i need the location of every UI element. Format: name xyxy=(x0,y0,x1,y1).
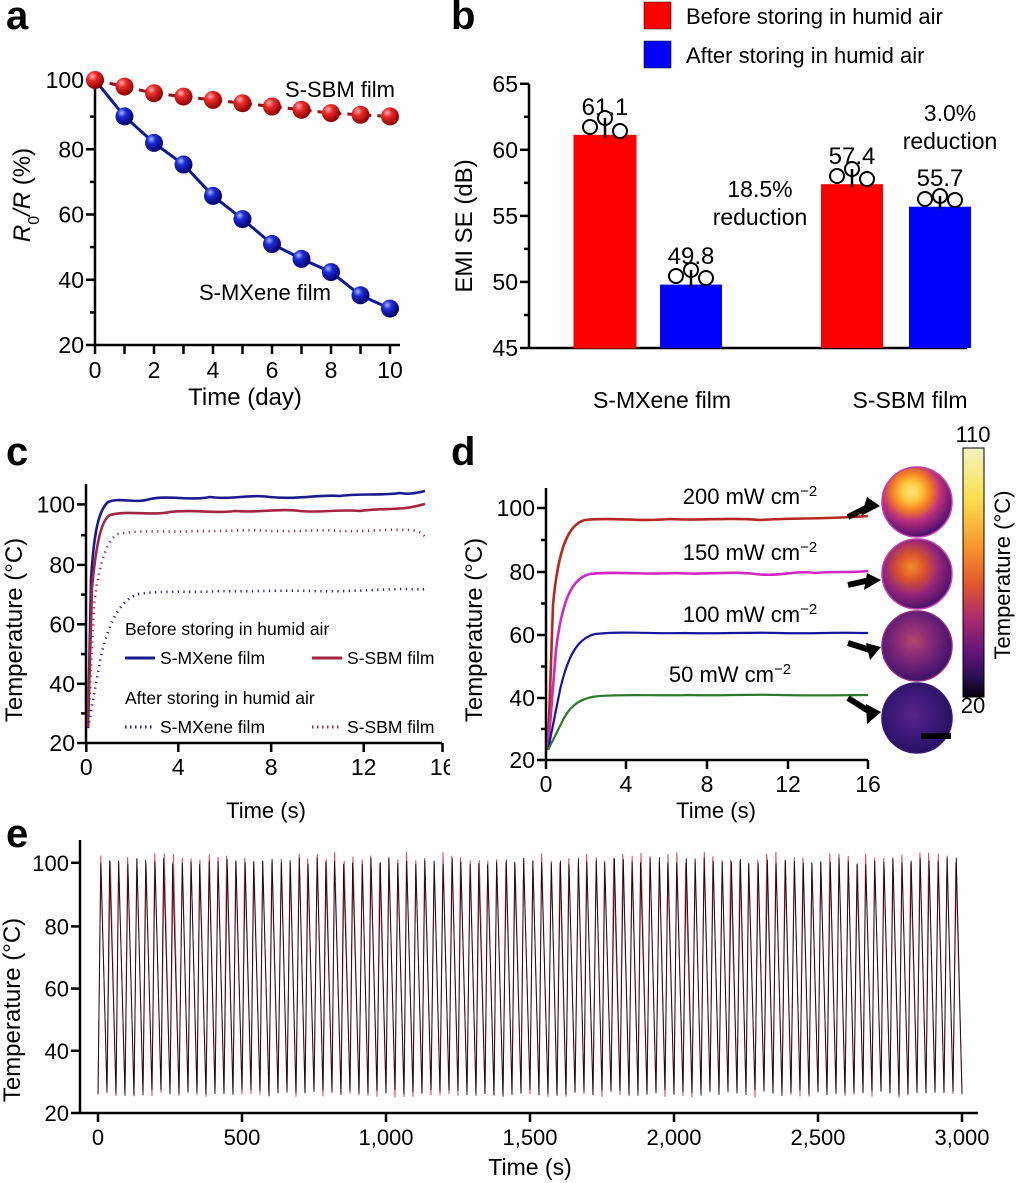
svg-text:20: 20 xyxy=(58,332,84,358)
svg-text:12: 12 xyxy=(775,771,801,797)
svg-text:Before storing in humid air: Before storing in humid air xyxy=(125,619,329,639)
svg-text:4: 4 xyxy=(620,771,633,797)
svg-text:55.7: 55.7 xyxy=(917,165,964,192)
svg-text:18.5%: 18.5% xyxy=(727,176,792,202)
svg-text:reduction: reduction xyxy=(713,204,808,230)
svg-text:1,000: 1,000 xyxy=(358,1125,413,1150)
svg-text:150 mW cm−2: 150 mW cm−2 xyxy=(683,539,817,566)
svg-text:Temperature (°C): Temperature (°C) xyxy=(461,538,488,722)
svg-text:100: 100 xyxy=(46,67,84,93)
svg-text:40: 40 xyxy=(45,1039,69,1064)
svg-text:reduction: reduction xyxy=(903,128,998,154)
svg-text:45: 45 xyxy=(492,335,518,361)
svg-text:0: 0 xyxy=(92,1125,104,1150)
svg-text:2,000: 2,000 xyxy=(646,1125,701,1150)
svg-text:3,000: 3,000 xyxy=(934,1125,989,1150)
svg-text:60: 60 xyxy=(45,977,69,1002)
svg-text:50 mW cm−2: 50 mW cm−2 xyxy=(669,661,791,688)
svg-text:50: 50 xyxy=(492,269,518,295)
svg-text:40: 40 xyxy=(49,671,75,697)
svg-text:16: 16 xyxy=(855,771,881,797)
svg-text:S-SBM film: S-SBM film xyxy=(853,387,968,413)
svg-text:Time (s): Time (s) xyxy=(226,800,306,823)
svg-text:20: 20 xyxy=(961,693,985,718)
svg-text:2: 2 xyxy=(148,357,161,383)
svg-text:20: 20 xyxy=(509,747,535,773)
svg-text:55: 55 xyxy=(492,203,518,229)
svg-text:60: 60 xyxy=(509,622,535,648)
svg-text:100: 100 xyxy=(497,495,535,521)
svg-text:1,500: 1,500 xyxy=(502,1125,557,1150)
svg-text:8: 8 xyxy=(325,357,338,383)
svg-text:Time (s): Time (s) xyxy=(488,1154,571,1180)
svg-text:500: 500 xyxy=(224,1125,261,1150)
svg-text:16: 16 xyxy=(430,754,450,780)
svg-text:Temperature (°C): Temperature (°C) xyxy=(0,918,26,1102)
svg-text:80: 80 xyxy=(45,914,69,939)
svg-text:40: 40 xyxy=(58,267,84,293)
svg-text:0: 0 xyxy=(540,771,553,797)
svg-text:S-MXene film: S-MXene film xyxy=(199,280,331,305)
svg-text:4: 4 xyxy=(172,754,185,780)
svg-text:S-SBM film: S-SBM film xyxy=(347,648,435,668)
svg-text:Before storing in humid air: Before storing in humid air xyxy=(686,4,943,29)
svg-text:2,500: 2,500 xyxy=(790,1125,845,1150)
svg-text:12: 12 xyxy=(351,754,377,780)
svg-text:Time (s): Time (s) xyxy=(676,800,756,823)
svg-text:65: 65 xyxy=(492,71,518,97)
svg-text:4: 4 xyxy=(207,357,220,383)
svg-text:40: 40 xyxy=(509,685,535,711)
svg-text:After storing in humid air: After storing in humid air xyxy=(125,688,315,708)
svg-text:S-SBM film: S-SBM film xyxy=(347,717,435,737)
svg-text:S-MXene film: S-MXene film xyxy=(160,648,265,668)
svg-text:100: 100 xyxy=(32,851,69,876)
svg-text:6: 6 xyxy=(266,357,279,383)
svg-text:100 mW cm−2: 100 mW cm−2 xyxy=(683,601,817,628)
svg-text:S-MXene film: S-MXene film xyxy=(160,717,265,737)
svg-text:80: 80 xyxy=(49,552,75,578)
svg-text:20: 20 xyxy=(45,1101,69,1126)
svg-text:R0/R (%): R0/R (%) xyxy=(9,148,43,242)
svg-text:20: 20 xyxy=(49,730,75,756)
svg-text:10: 10 xyxy=(377,357,403,383)
svg-text:S-MXene film: S-MXene film xyxy=(593,387,731,413)
svg-text:Temperature (°C): Temperature (°C) xyxy=(1,538,28,722)
svg-text:After storing in humid air: After storing in humid air xyxy=(686,43,924,68)
svg-text:60: 60 xyxy=(58,202,84,228)
svg-text:8: 8 xyxy=(265,754,278,780)
svg-text:110: 110 xyxy=(955,422,990,447)
svg-text:200 mW cm−2: 200 mW cm−2 xyxy=(683,483,817,510)
svg-text:0: 0 xyxy=(89,357,102,383)
svg-text:3.0%: 3.0% xyxy=(924,100,976,126)
svg-text:Time (day): Time (day) xyxy=(188,384,302,411)
svg-text:60: 60 xyxy=(492,137,518,163)
svg-text:80: 80 xyxy=(58,136,84,162)
svg-text:80: 80 xyxy=(509,559,535,585)
svg-text:8: 8 xyxy=(701,771,714,797)
svg-text:100: 100 xyxy=(37,491,75,517)
svg-text:Temperature (°C): Temperature (°C) xyxy=(990,491,1015,660)
svg-text:0: 0 xyxy=(80,754,93,780)
svg-text:EMI SE (dB): EMI SE (dB) xyxy=(451,159,478,292)
svg-text:60: 60 xyxy=(49,611,75,637)
svg-text:S-SBM film: S-SBM film xyxy=(285,77,395,102)
